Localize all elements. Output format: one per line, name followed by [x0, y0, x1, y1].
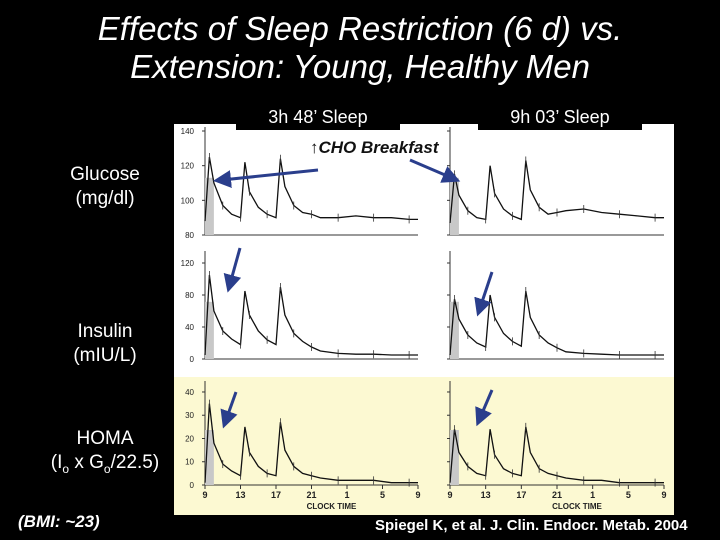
slide-title: Effects of Sleep Restriction (6 d) vs. E…	[0, 10, 720, 86]
arrow-insulin-right	[474, 271, 494, 317]
x-axis-title-1: CLOCK TIME	[552, 502, 602, 511]
x-tick-0-4: 1	[344, 490, 349, 500]
panel-white-background	[174, 124, 674, 377]
homa-part-3: /22.5)	[110, 452, 160, 473]
x-tick-0-6: 9	[415, 490, 420, 500]
x-axis-title-0: CLOCK TIME	[307, 502, 357, 511]
y-tick-insulin-2: 40	[185, 323, 194, 332]
x-tick-1-1: 13	[481, 490, 491, 500]
x-tick-0-0: 9	[202, 490, 207, 500]
homa-label: HOMA (Io x Go/22.5)	[25, 427, 185, 481]
shaded-band-insulin-1	[450, 301, 459, 359]
glucose-label: Glucose (mg/dl)	[55, 163, 155, 211]
header-right: 9h 03’ Sleep	[510, 107, 609, 127]
glucose-label-line-2: (mg/dl)	[75, 188, 135, 209]
x-tick-0-2: 17	[271, 490, 281, 500]
arrow-insulin-left	[223, 247, 242, 293]
bmi-note: (BMI: ~23)	[18, 512, 100, 531]
homa-formula: (Io x Go/22.5)	[25, 451, 185, 481]
x-tick-1-0: 9	[447, 490, 452, 500]
y-tick-insulin-3: 0	[190, 355, 195, 364]
insulin-label-line-1: Insulin	[77, 321, 133, 342]
y-tick-homa-2: 20	[185, 434, 194, 443]
homa-sub-1: o	[62, 461, 70, 476]
homa-sub-2: o	[103, 461, 111, 476]
title-line-2: Extension: Young, Healthy Men	[130, 48, 590, 85]
y-tick-homa-1: 30	[185, 411, 194, 420]
homa-part-1: (I	[50, 452, 63, 473]
y-tick-insulin-0: 120	[181, 259, 195, 268]
shaded-band-glucose-0	[205, 177, 214, 235]
header-box-left	[236, 103, 400, 130]
header-left: 3h 48’ Sleep	[268, 107, 367, 127]
y-tick-homa-4: 0	[190, 481, 195, 490]
x-tick-1-5: 5	[626, 490, 631, 500]
shaded-band-homa-1	[450, 430, 459, 485]
y-tick-glucose-3: 80	[185, 231, 194, 240]
arrow-homa-right	[475, 389, 494, 427]
x-tick-0-1: 13	[235, 490, 245, 500]
shaded-band-glucose-1	[450, 177, 459, 235]
header-box-right	[478, 103, 642, 130]
x-tick-0-5: 5	[380, 490, 385, 500]
glucose-label-line-1: Glucose	[70, 164, 140, 185]
arrow-cho-left	[213, 168, 319, 189]
y-tick-glucose-1: 120	[181, 162, 195, 171]
y-tick-homa-3: 10	[185, 458, 194, 467]
y-tick-glucose-0: 140	[181, 127, 195, 136]
panel-yellow-background	[174, 377, 674, 515]
insulin-label-line-2: (mIU/L)	[73, 345, 137, 366]
y-tick-homa-0: 40	[185, 388, 194, 397]
homa-label-line-1: HOMA	[76, 428, 134, 449]
x-tick-1-4: 1	[590, 490, 595, 500]
x-tick-1-6: 9	[661, 490, 666, 500]
arrow-homa-left	[220, 391, 238, 429]
citation: Spiegel K, et al. J. Clin. Endocr. Metab…	[375, 517, 688, 534]
homa-part-2: x G	[69, 452, 104, 473]
shaded-band-homa-0	[205, 430, 214, 485]
x-tick-1-3: 21	[552, 490, 562, 500]
y-tick-glucose-2: 100	[181, 196, 195, 205]
cho-annotation: ↑CHO Breakfast	[310, 138, 440, 157]
title-line-1: Effects of Sleep Restriction (6 d) vs.	[97, 10, 623, 47]
insulin-label: Insulin (mIU/L)	[55, 320, 155, 368]
arrow-cho-right	[409, 158, 461, 183]
x-tick-0-3: 21	[306, 490, 316, 500]
y-tick-insulin-1: 80	[185, 291, 194, 300]
shaded-band-insulin-0	[205, 301, 214, 359]
x-tick-1-2: 17	[516, 490, 526, 500]
